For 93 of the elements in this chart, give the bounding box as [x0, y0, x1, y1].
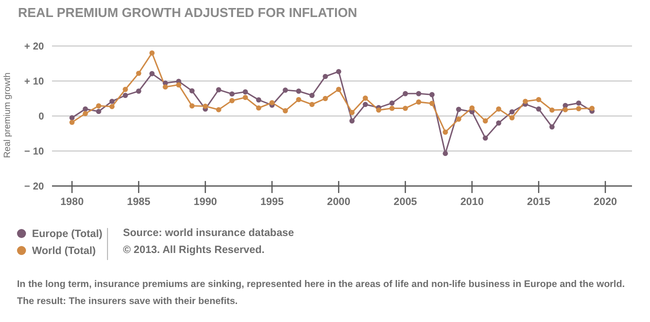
x-tick-label: 2015	[526, 196, 551, 208]
point	[482, 135, 488, 141]
point	[376, 107, 382, 113]
point	[189, 103, 195, 108]
point	[176, 82, 182, 88]
point	[562, 107, 568, 112]
x-tick-label: 1990	[194, 196, 218, 208]
point	[82, 106, 88, 112]
x-tick-label: 2000	[326, 196, 351, 208]
point	[282, 88, 288, 93]
x-tick-label: 1980	[60, 196, 84, 208]
point	[256, 105, 262, 111]
point	[589, 106, 595, 111]
point	[202, 104, 208, 109]
point	[549, 107, 555, 113]
chart-title: REAL PREMIUM GROWTH ADJUSTED FOR INFLATION	[18, 5, 358, 20]
point	[256, 97, 262, 102]
point	[469, 105, 475, 111]
point	[162, 84, 168, 90]
point	[389, 100, 395, 106]
point	[229, 91, 235, 97]
point	[362, 102, 368, 108]
point	[522, 98, 528, 104]
point	[389, 106, 395, 111]
point	[349, 118, 355, 124]
point	[509, 115, 515, 120]
point	[269, 100, 275, 106]
point	[109, 104, 115, 110]
y-axis-title: Real premium growth	[2, 72, 12, 158]
point	[82, 110, 88, 116]
point	[216, 107, 222, 112]
point	[296, 96, 302, 102]
point	[242, 89, 248, 94]
point	[549, 124, 555, 130]
point	[416, 99, 422, 105]
point	[402, 106, 408, 111]
point	[96, 103, 102, 108]
x-tick-label: 2020	[594, 196, 618, 208]
text: In the long term, insurance premiums are sinking, represented here in the areas of life and non-life business in Europe and the world.	[17, 278, 626, 292]
point	[362, 96, 368, 101]
x-tick-label: 2005	[394, 196, 418, 208]
point	[536, 106, 542, 112]
point	[216, 87, 222, 92]
point	[456, 116, 462, 122]
x-tick-label: 1995	[260, 196, 284, 208]
point	[456, 106, 462, 112]
point	[242, 94, 248, 100]
point	[322, 96, 328, 102]
point	[122, 86, 128, 92]
point	[96, 108, 102, 114]
legend-label: World (Total)	[31, 244, 97, 258]
point	[136, 88, 142, 94]
point	[69, 120, 75, 125]
point	[416, 91, 422, 96]
point	[442, 150, 448, 156]
point	[402, 91, 408, 96]
point	[349, 110, 355, 116]
x-tick-label: 1985	[126, 196, 151, 208]
y-tick-label: − 20	[24, 182, 44, 193]
y-tick-label: + 10	[24, 76, 44, 88]
x-tick-label: 2010	[460, 196, 484, 208]
point	[336, 68, 342, 74]
source-note: Source: world insurance database	[123, 226, 294, 241]
point	[149, 71, 155, 76]
point	[576, 100, 582, 106]
point	[189, 88, 195, 94]
point	[309, 102, 315, 108]
point	[109, 98, 115, 104]
point	[576, 106, 582, 112]
point	[69, 115, 75, 120]
point	[496, 106, 502, 112]
point	[136, 70, 142, 76]
point	[429, 92, 435, 98]
point	[429, 100, 435, 106]
point	[309, 92, 315, 98]
point	[496, 120, 502, 126]
point	[322, 74, 328, 80]
point	[442, 130, 448, 135]
y-tick-label: 0	[38, 112, 44, 123]
point	[122, 92, 128, 98]
point	[282, 108, 288, 114]
point	[482, 118, 488, 124]
text: © 2013. All Rights Reserved.	[123, 243, 266, 258]
point	[296, 88, 302, 94]
y-tick-label: + 20	[24, 42, 44, 53]
y-tick-label: − 10	[24, 146, 44, 158]
legend-label: Europe (Total)	[31, 226, 102, 242]
point	[229, 98, 235, 104]
point	[336, 86, 342, 92]
text: The result: The insurers save with their benefits.	[17, 295, 239, 309]
point	[509, 109, 515, 114]
point	[149, 50, 155, 56]
point	[536, 96, 542, 102]
